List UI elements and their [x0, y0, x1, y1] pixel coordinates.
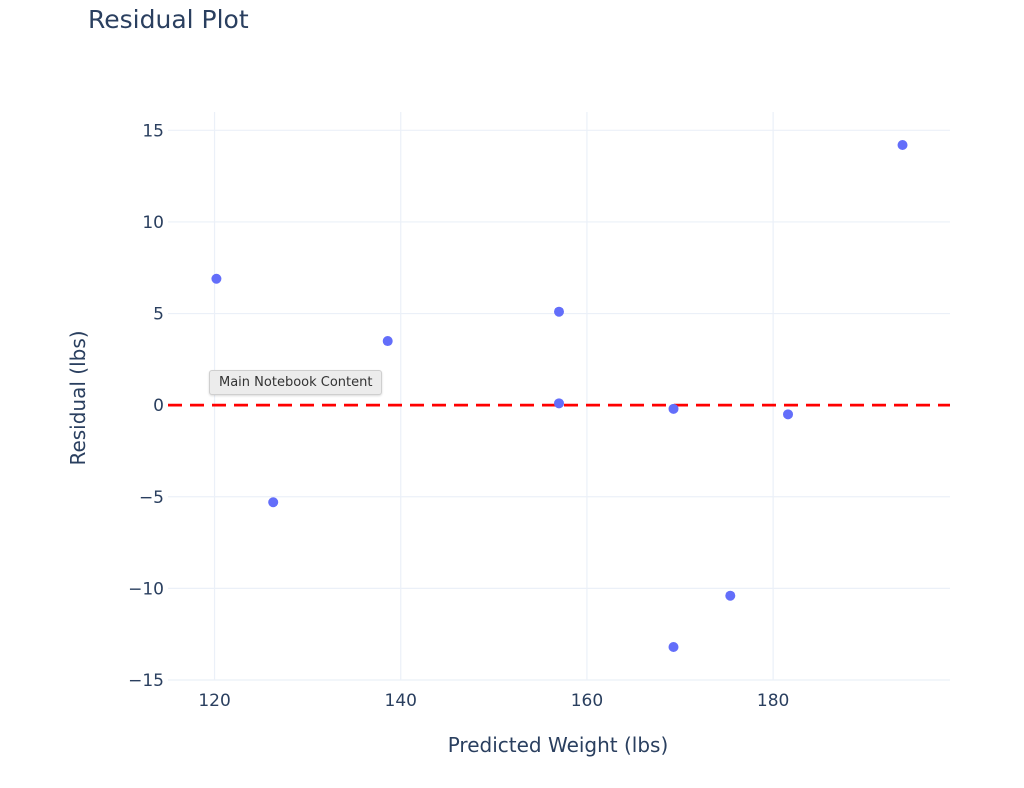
- data-point[interactable]: [211, 273, 222, 284]
- data-point[interactable]: [725, 590, 736, 601]
- y-tick-label: −5: [139, 488, 164, 508]
- x-tick-label: 140: [385, 691, 417, 711]
- data-point[interactable]: [268, 497, 279, 508]
- data-point[interactable]: [382, 336, 393, 347]
- y-tick-label: 10: [142, 213, 164, 233]
- y-tick-label: 15: [142, 121, 164, 141]
- y-tick-label: −15: [128, 671, 164, 691]
- y-tick-label: 5: [153, 305, 164, 325]
- x-tick-label: 160: [571, 691, 603, 711]
- data-point[interactable]: [668, 403, 679, 414]
- data-point[interactable]: [554, 398, 564, 409]
- y-axis-ticks: 15 10 5 0 −5 −10 −15: [128, 121, 164, 691]
- hover-tooltip: Main Notebook Content: [209, 370, 383, 395]
- data-point[interactable]: [783, 409, 794, 420]
- x-tick-label: 120: [198, 691, 230, 711]
- y-tick-label: 0: [153, 396, 164, 416]
- x-axis-ticks: 120 140 160 180: [198, 691, 789, 711]
- x-tick-label: 180: [757, 691, 789, 711]
- grid-lines: [168, 112, 950, 681]
- chart-title: Residual Plot: [88, 5, 249, 34]
- y-axis-title: Residual (lbs): [66, 330, 90, 465]
- data-point[interactable]: [554, 306, 564, 317]
- y-tick-label: −10: [128, 579, 164, 599]
- data-point[interactable]: [897, 139, 908, 150]
- scatter-points: [211, 139, 908, 653]
- data-point[interactable]: [668, 642, 679, 653]
- x-axis-title: Predicted Weight (lbs): [448, 733, 669, 757]
